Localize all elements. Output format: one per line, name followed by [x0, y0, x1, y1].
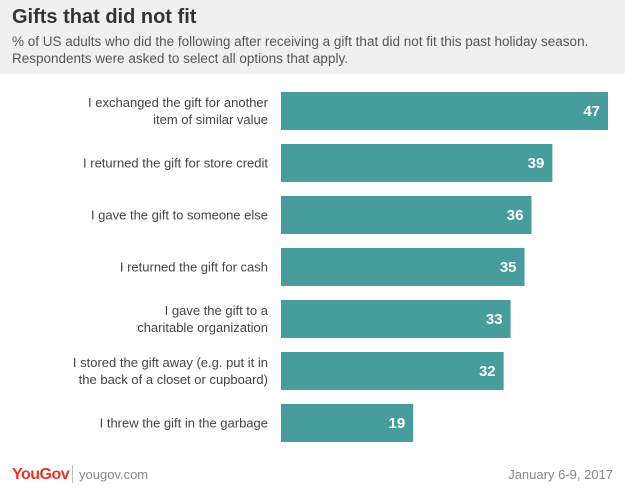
category-label: I gave the gift to someone else — [91, 208, 268, 223]
bar — [281, 144, 553, 182]
source-site: yougov.com — [79, 467, 149, 482]
category-label-line: I exchanged the gift for another — [88, 95, 269, 110]
category-label: I stored the gift away (e.g. put it in th… — [73, 355, 268, 387]
bar — [281, 352, 504, 390]
bar-value-label: 47 — [583, 103, 600, 120]
category-label-line: I threw the gift in the garbage — [100, 416, 268, 431]
category-label: I exchanged the gift for another item of … — [88, 95, 269, 127]
category-label-line: I returned the gift for store credit — [83, 156, 268, 171]
chart-subtitle: % of US adults who did the following aft… — [12, 34, 589, 66]
category-label-line: I stored the gift away (e.g. put it in — [73, 355, 268, 370]
footer-divider — [72, 465, 73, 483]
chart-title: Gifts that did not fit — [12, 6, 197, 28]
category-label: I threw the gift in the garbage — [100, 416, 268, 431]
bar-chart: 47 I exchanged the gift for another item o… — [73, 92, 608, 442]
bar — [281, 248, 525, 286]
yougov-logo: YouGov — [12, 466, 70, 483]
category-label-line: charitable organization — [137, 320, 268, 335]
category-label-line: the back of a closet or cupboard) — [79, 372, 268, 387]
chart-footer: YouGov yougov.com January 6-9, 2017 — [0, 460, 625, 496]
bar-value-label: 39 — [528, 155, 545, 172]
category-label-line: item of similar value — [153, 112, 268, 127]
category-label: I returned the gift for store credit — [83, 156, 268, 171]
bar-value-label: 35 — [500, 259, 517, 276]
category-label: I returned the gift for cash — [120, 260, 268, 275]
bar-value-label: 36 — [507, 207, 524, 224]
bar — [281, 300, 511, 338]
bar — [281, 92, 608, 130]
chart-header: Gifts that did not fit % of US adults wh… — [0, 0, 625, 74]
bar-value-label: 32 — [479, 363, 496, 380]
bar-value-label: 33 — [486, 311, 503, 328]
survey-date: January 6-9, 2017 — [508, 467, 613, 482]
category-label-line: I gave the gift to a — [165, 303, 269, 318]
bar-value-label: 19 — [389, 415, 406, 432]
category-label-line: I returned the gift for cash — [120, 260, 268, 275]
category-label: I gave the gift to a charitable organizat… — [137, 303, 269, 335]
bar — [281, 196, 532, 234]
category-label-line: I gave the gift to someone else — [91, 208, 268, 223]
bar — [281, 404, 414, 442]
